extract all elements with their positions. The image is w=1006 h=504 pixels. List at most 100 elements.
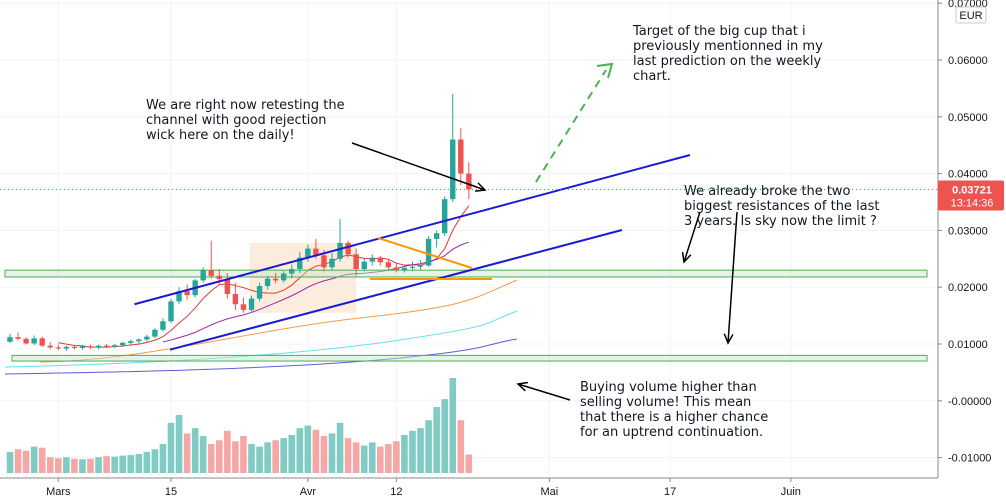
volume-bar xyxy=(352,442,360,473)
resistance-arrow-left-head xyxy=(681,251,692,264)
volume-bar xyxy=(87,458,94,473)
volume-bar xyxy=(425,420,432,473)
moving-average-line xyxy=(4,310,518,368)
volume-bar xyxy=(449,378,457,473)
time-axis-bg xyxy=(0,478,1006,504)
time-tick-label: Avr xyxy=(300,486,317,498)
price-axis-bg xyxy=(938,0,1006,504)
candle-body xyxy=(31,338,37,344)
candle-body xyxy=(63,346,70,349)
volume-bar xyxy=(159,443,167,473)
price-tick-label: 0.01000 xyxy=(948,339,988,351)
resistance-arrow-right-head xyxy=(723,333,734,345)
annotation-resistances: We already broke the two biggest resista… xyxy=(684,184,880,229)
descending-resistance-line xyxy=(377,237,473,269)
candle-body xyxy=(224,279,231,295)
candle-body xyxy=(103,345,110,347)
volume-bar xyxy=(248,443,255,473)
volume-bar xyxy=(441,399,448,473)
price-tick-label: 0.07000 xyxy=(948,0,988,10)
candle-body xyxy=(7,337,13,342)
volume-bar xyxy=(280,438,287,473)
candle-body xyxy=(329,258,335,268)
candle-body xyxy=(305,248,311,258)
volume-bar xyxy=(409,430,416,473)
volume-bar xyxy=(304,425,312,473)
volume-bar xyxy=(127,455,135,473)
volume-bar xyxy=(336,422,344,473)
annotation-volume: Buying volume higher than selling volume… xyxy=(580,380,769,440)
volume-bar xyxy=(103,456,110,473)
volume-bar xyxy=(312,429,320,473)
time-tick-label: Mars xyxy=(46,486,71,498)
candle-body xyxy=(393,267,400,271)
support-zone xyxy=(4,269,928,278)
candle-body xyxy=(425,238,432,266)
candle-body xyxy=(71,346,78,348)
candle-body xyxy=(377,257,383,263)
volume-bar xyxy=(377,446,384,473)
volume-bar xyxy=(71,458,78,473)
candle-body xyxy=(417,265,424,267)
volume-bar xyxy=(79,459,86,473)
candle-body xyxy=(39,338,45,346)
candle-body xyxy=(15,337,21,339)
candle-body xyxy=(337,242,343,259)
candle-body xyxy=(216,275,222,280)
candle-body xyxy=(95,345,102,348)
retest-arrow-head xyxy=(474,182,487,192)
candle-body xyxy=(281,273,287,281)
volume-bar xyxy=(256,446,263,473)
time-axis: Mars 15 Avr 12 Mai 17 Juin xyxy=(46,478,801,498)
volume-bar xyxy=(6,451,14,473)
volume-bar xyxy=(401,435,408,473)
volume-bar xyxy=(167,422,175,473)
price-tick-label: 0.06000 xyxy=(948,55,988,67)
candle-body xyxy=(321,255,327,268)
retest-arrow xyxy=(351,142,486,191)
candle-body xyxy=(466,173,472,190)
candle-body xyxy=(289,269,295,274)
candle-body xyxy=(128,341,134,343)
candle-body xyxy=(136,339,142,342)
candle-body xyxy=(168,301,174,322)
volume-bar xyxy=(22,450,30,473)
support-zone xyxy=(11,354,928,362)
price-tick-label: -0.01000 xyxy=(948,453,991,465)
time-tick-label: Mai xyxy=(540,486,558,498)
candle-body xyxy=(200,270,206,281)
candle-body xyxy=(144,336,150,340)
annotation-retest: We are right now retesting the channel w… xyxy=(146,98,345,143)
price-tick-label: 0.03000 xyxy=(948,225,988,237)
volume-bar xyxy=(385,443,392,473)
moving-average-line xyxy=(58,205,470,348)
target-arrow-head xyxy=(596,62,614,79)
volume-bar xyxy=(111,456,118,473)
volume-bar xyxy=(433,407,440,473)
candle-body xyxy=(208,270,214,276)
volume-bar xyxy=(175,414,183,473)
price-tick-label: 0.04000 xyxy=(948,169,988,181)
candle-body xyxy=(401,267,408,271)
candle-body xyxy=(442,199,448,234)
volume-bar xyxy=(320,436,328,473)
candle-body xyxy=(152,329,158,337)
volume-bar xyxy=(272,440,279,473)
volume-bar xyxy=(46,457,54,473)
volume-bar xyxy=(393,441,400,473)
candle-body xyxy=(111,345,118,347)
currency-badge xyxy=(955,6,987,24)
candle-body xyxy=(55,347,61,349)
volume-bars xyxy=(6,378,473,473)
volume-bar xyxy=(264,442,271,473)
volume-bar xyxy=(95,457,102,473)
candle-body xyxy=(240,304,247,310)
volume-bar xyxy=(30,446,38,473)
currency-label: EUR xyxy=(959,10,982,22)
candle-body xyxy=(385,262,392,268)
candle-body xyxy=(248,298,255,310)
volume-bar xyxy=(55,458,62,473)
time-tick-label: 15 xyxy=(165,486,177,498)
candle-body xyxy=(264,278,271,287)
